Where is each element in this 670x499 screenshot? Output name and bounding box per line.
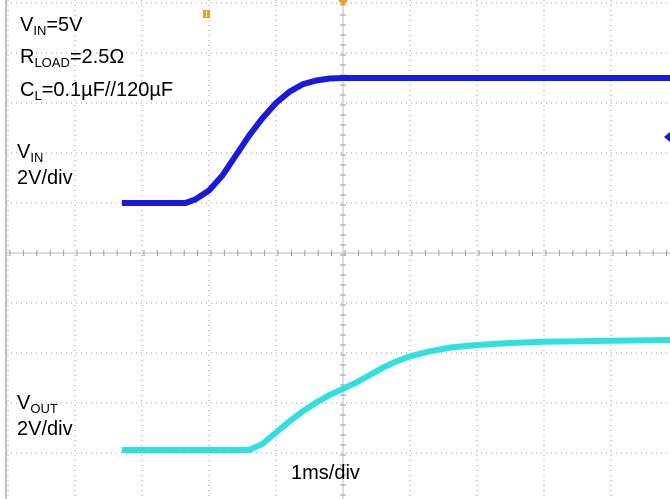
trigger-center-arrow-icon — [338, 0, 348, 6]
trigger-position-icon — [203, 10, 210, 18]
vout-channel-name: VOUT — [17, 392, 58, 416]
graticule — [5, 0, 670, 499]
vin-scale-label: 2V/div — [17, 167, 73, 189]
vin-channel-name: VIN — [17, 141, 44, 165]
traces — [121, 75, 670, 453]
timebase-label: 1ms/div — [291, 462, 360, 484]
vout-scale-label: 2V/div — [17, 418, 73, 440]
cl-equation-label: CL=0.1µF//120µF — [20, 79, 174, 103]
ch1-level-marker-icon — [664, 132, 670, 142]
rload-equation-label: RLOAD=2.5Ω — [20, 46, 125, 70]
scope-markers — [203, 0, 670, 142]
trace-vout — [121, 337, 670, 453]
trace-vin — [121, 75, 670, 206]
vin-equation-label: VIN=5V — [20, 14, 83, 38]
